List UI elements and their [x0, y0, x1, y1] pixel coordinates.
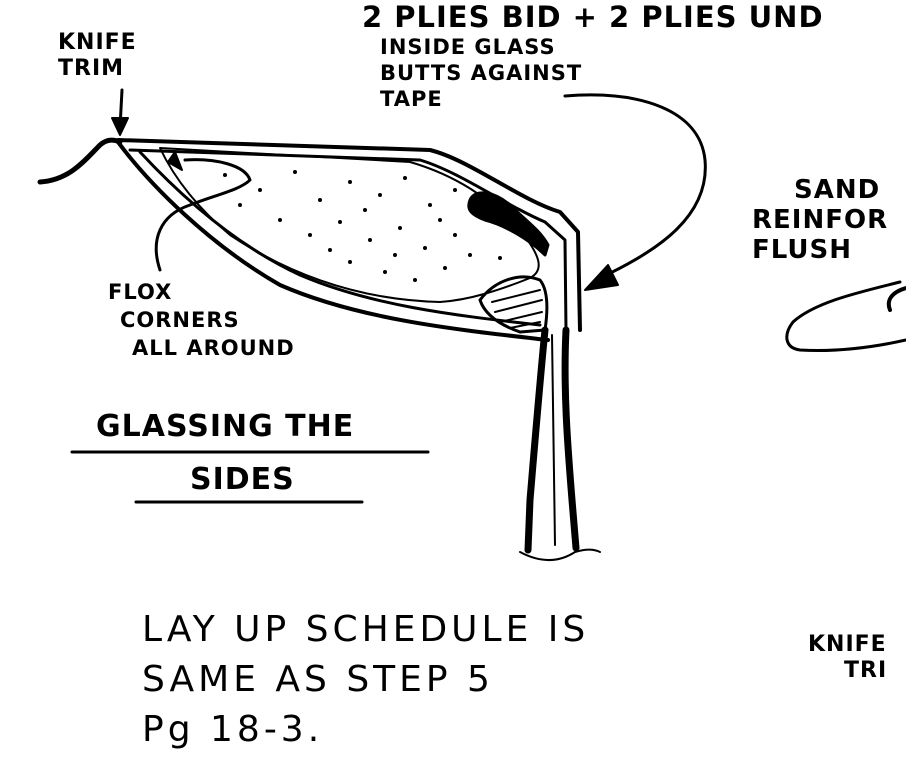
flox-arrowhead	[167, 151, 183, 171]
knife-trim-right-label: KNIFE TRI	[808, 632, 887, 684]
plies-note: 2 PLIES BID + 2 PLIES UND	[362, 0, 824, 34]
flox-line-3: ALL AROUND	[132, 336, 295, 360]
flox-corners-note: FLOX CORNERS ALL AROUND	[108, 278, 295, 362]
wall-inner	[561, 326, 580, 552]
flox-line-2: CORNERS	[120, 308, 240, 332]
inside-glass-line-3: TAPE	[380, 87, 443, 111]
flox-hatch	[491, 289, 543, 329]
inside-glass-note: INSIDE GLASS BUTTS AGAINST TAPE	[380, 34, 582, 112]
lower-skin-inner	[138, 150, 542, 327]
inside-glass-tab	[467, 191, 550, 257]
sand-detail-shape	[785, 280, 906, 353]
inside-glass-leader	[563, 93, 707, 280]
inside-glass-arrowhead	[584, 264, 619, 291]
flox-corner-fillet	[478, 275, 549, 334]
layup-line-2: SAME AS STEP 5	[142, 659, 494, 700]
sand-line-2: REINFOR	[752, 205, 889, 235]
layup-line-3: Pg 18-3.	[142, 709, 324, 750]
section-title-line-1: GLASSING THE	[96, 409, 355, 444]
sand-note: SAND REINFOR FLUSH	[752, 175, 888, 265]
inside-glass-line-2: BUTTS AGAINST	[380, 61, 583, 85]
wall-outer	[524, 326, 549, 554]
layup-line-1: LAY UP SCHEDULE IS	[142, 609, 590, 650]
sand-detail-arc	[886, 286, 906, 312]
lower-skin-outer	[116, 140, 550, 342]
layup-schedule-note: LAY UP SCHEDULE IS SAME AS STEP 5 Pg 18-…	[142, 605, 589, 755]
top-skin-outer	[116, 138, 582, 332]
flox-leader	[154, 158, 252, 272]
left-flange	[37, 137, 123, 185]
knife-trim-right-line-2: TRI	[844, 658, 888, 683]
inside-glass-line-1: INSIDE GLASS	[380, 35, 556, 59]
wall-inner-2	[551, 334, 556, 546]
knife-trim-label: KNIFE TRIM	[58, 30, 137, 82]
sand-line-1: SAND	[794, 175, 881, 205]
knife-trim-line-1: KNIFE	[58, 30, 137, 55]
knife-trim-line-2: TRIM	[58, 56, 125, 81]
flox-line-1: FLOX	[108, 280, 173, 304]
knife-trim-arrowhead	[111, 117, 129, 136]
knife-trim-right-line-1: KNIFE	[808, 632, 887, 657]
sand-line-3: FLUSH	[752, 235, 852, 265]
section-title-line-2: SIDES	[190, 462, 295, 497]
wall-bottom-scribble	[519, 548, 601, 561]
foam-speckles	[223, 170, 502, 282]
